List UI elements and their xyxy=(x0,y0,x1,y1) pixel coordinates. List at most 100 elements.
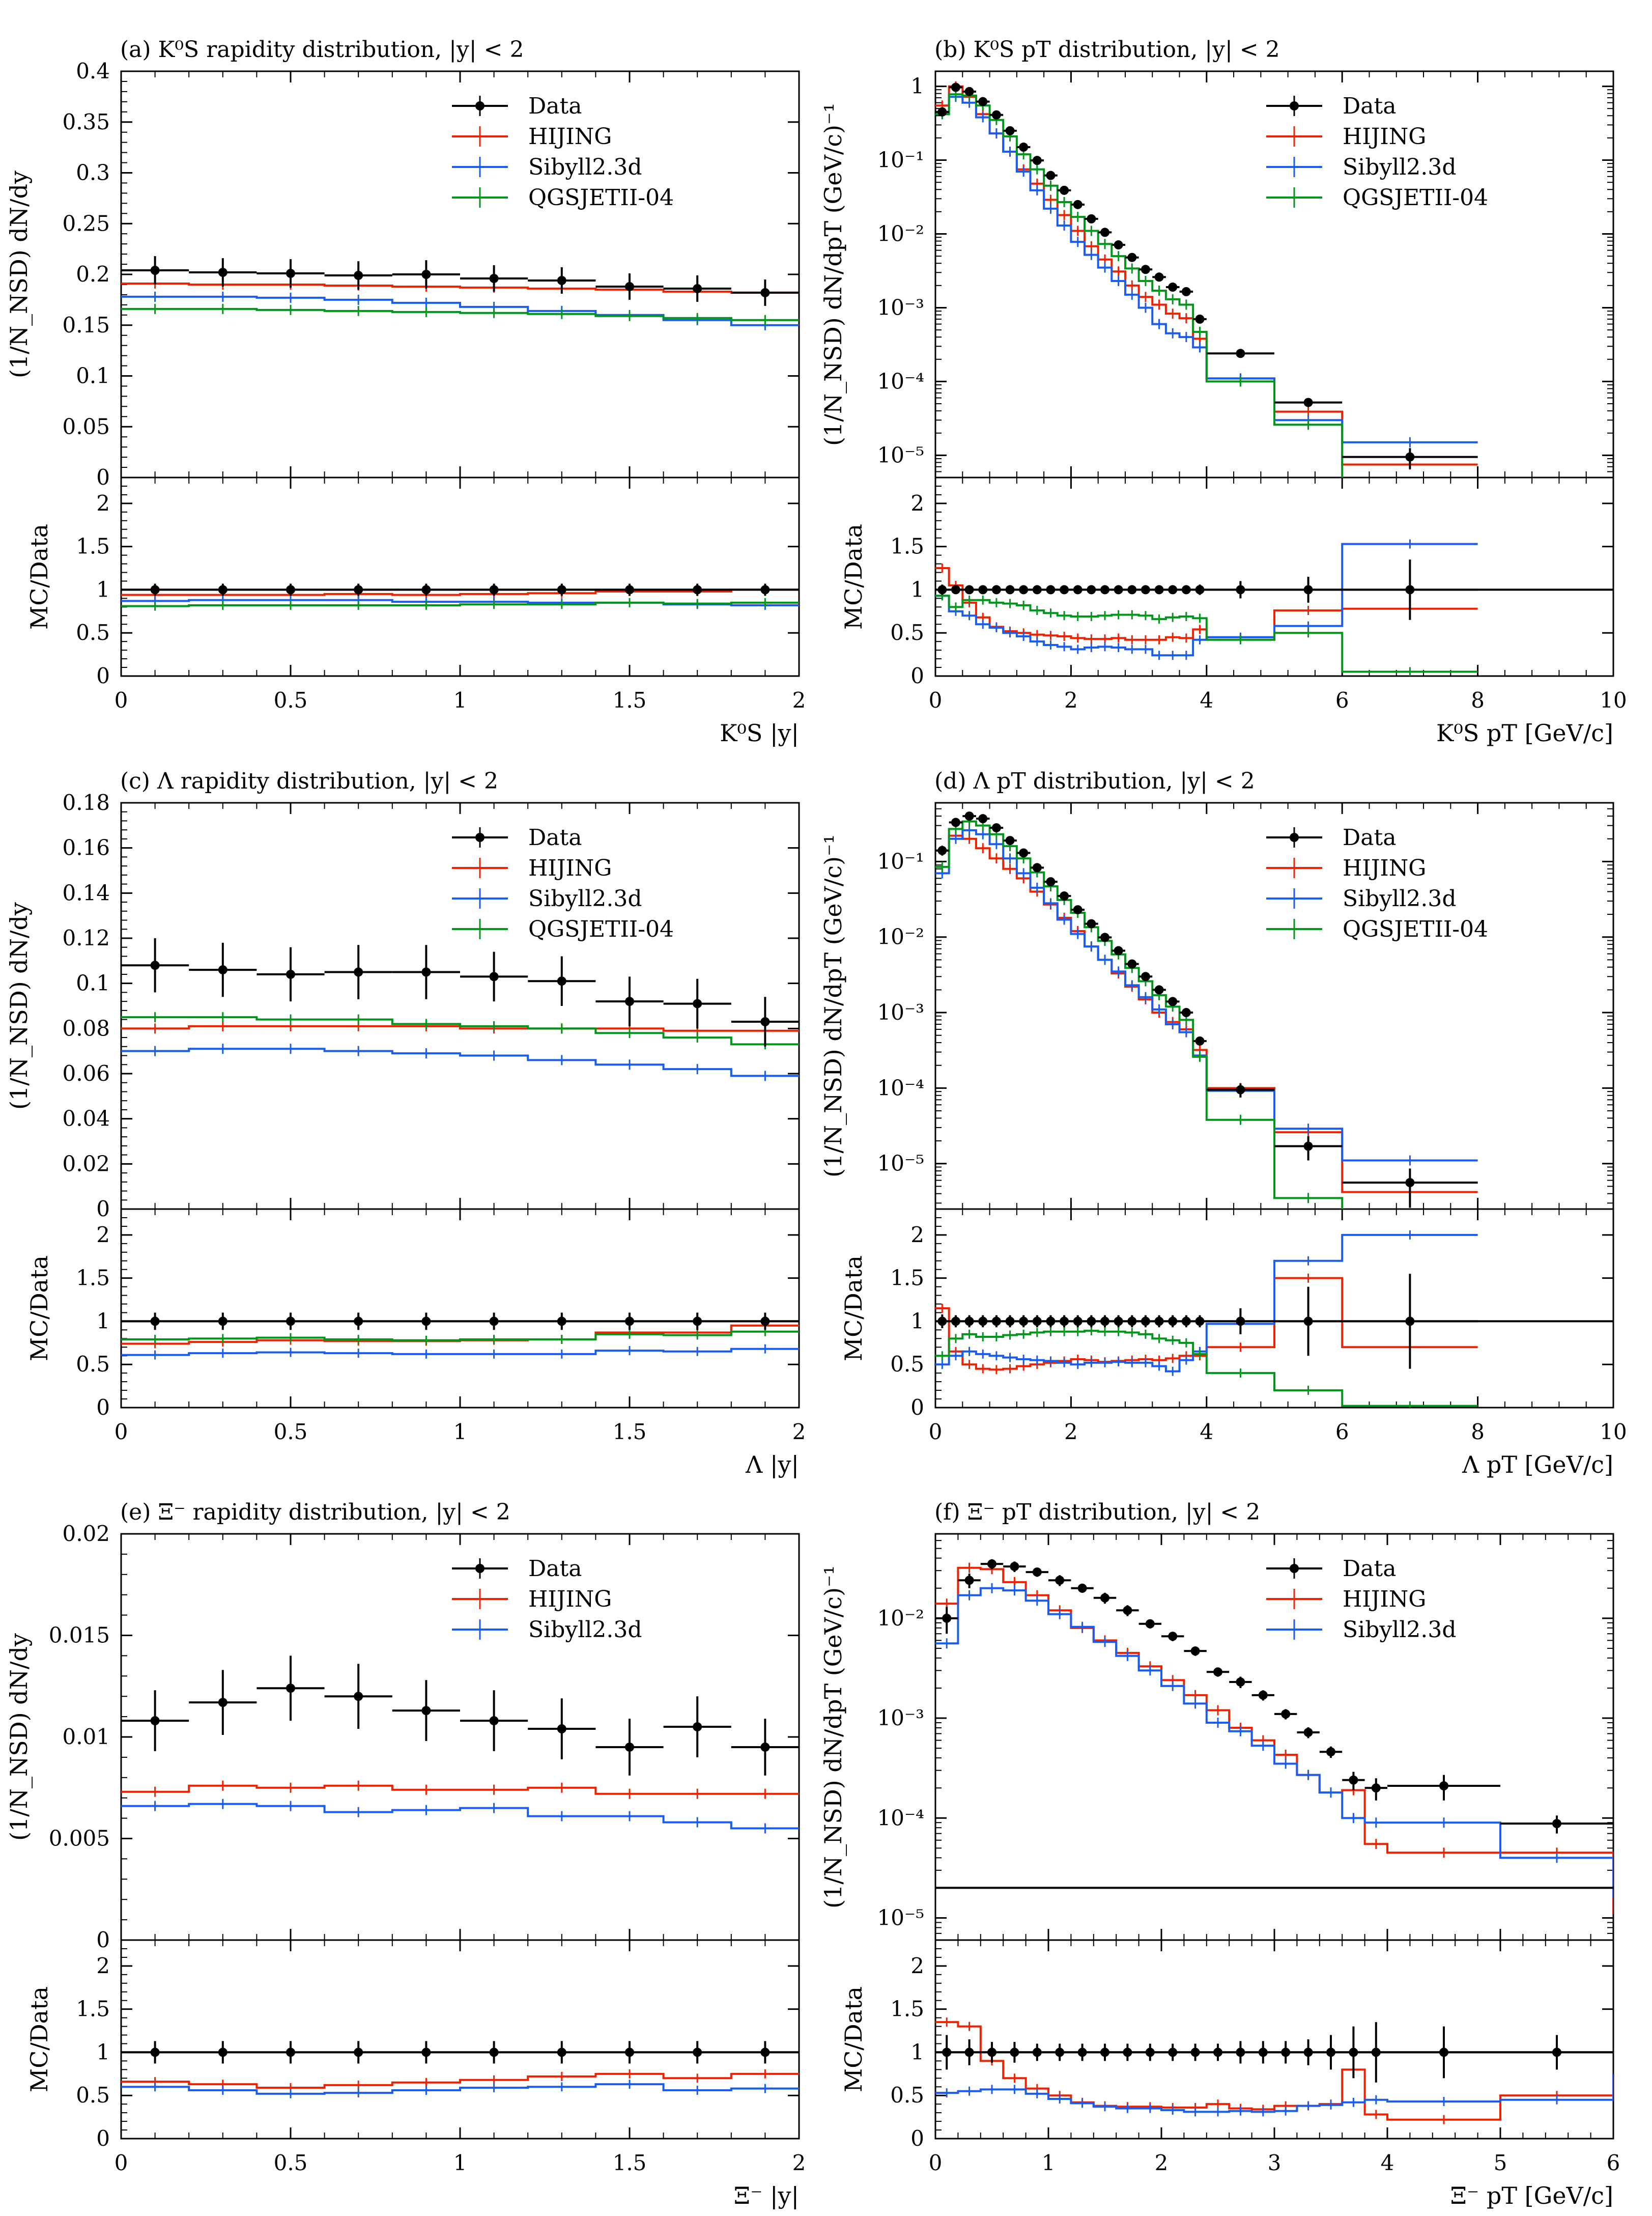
ratio-y-tick-label: 2 xyxy=(910,491,924,516)
panel-title: (d) Λ pT distribution, |y| < 2 xyxy=(934,768,1255,794)
data-point xyxy=(1303,1141,1313,1151)
data-point xyxy=(1087,214,1096,223)
data-point xyxy=(1154,272,1164,282)
data-point xyxy=(937,107,947,117)
ratio-data-point xyxy=(557,585,566,595)
legend-label-hijing: HIJING xyxy=(528,855,612,881)
ratio-data-point xyxy=(1060,1316,1069,1326)
ratio-data-point xyxy=(964,1316,974,1326)
ratio-data-point xyxy=(1405,1316,1415,1326)
x-tick-label: 6 xyxy=(1335,688,1349,713)
y-tick-label: 0.4 xyxy=(76,59,110,83)
x-tick-label: 1.5 xyxy=(613,1419,647,1444)
data-point xyxy=(0,1883,5,1892)
x-tick-label: 10 xyxy=(1600,688,1627,713)
data-point xyxy=(1141,972,1150,981)
y-tick-label: 0.25 xyxy=(62,211,110,236)
legend-marker-data xyxy=(475,833,485,842)
data-point xyxy=(1236,1085,1245,1095)
y-tick-label: 0.01 xyxy=(62,1724,110,1749)
data-point xyxy=(1326,1747,1335,1757)
x-tick-label: 0 xyxy=(115,688,128,713)
data-point xyxy=(951,818,960,827)
ratio-data-point xyxy=(1303,1316,1313,1326)
ratio-y-tick-label: 0.5 xyxy=(890,1352,924,1377)
ratio-data-point xyxy=(489,585,499,595)
ratio-data-point xyxy=(218,585,227,595)
ratio-data-point xyxy=(991,585,1001,595)
data-point xyxy=(987,1559,996,1569)
y-tick-label: 0.015 xyxy=(49,1623,110,1648)
data-point xyxy=(964,1576,974,1585)
ratio-data-point xyxy=(421,1316,431,1326)
data-point xyxy=(489,273,499,283)
ratio-y-axis-label: MC/Data xyxy=(25,1255,53,1361)
x-tick-label: 10 xyxy=(1600,1419,1627,1444)
ratio-data-point xyxy=(1100,1316,1109,1326)
ratio-hijing xyxy=(935,567,1478,641)
ratio-y-tick-label: 1.5 xyxy=(890,534,924,559)
data-point xyxy=(1073,200,1083,209)
ratio-data-point xyxy=(1114,1316,1123,1326)
panel-title: (e) Ξ⁻ rapidity distribution, |y| < 2 xyxy=(120,1499,510,1525)
y-tick-label: 10⁻³ xyxy=(877,1000,924,1025)
y-axis-label: (1/N_NSD) dN/dy xyxy=(5,1633,33,1841)
y-tick-label: 10⁻⁴ xyxy=(877,1805,924,1830)
data-point xyxy=(1019,143,1029,152)
legend-label-data: Data xyxy=(528,825,582,851)
hist-hijing xyxy=(121,282,799,294)
ratio-qgs xyxy=(121,1330,799,1341)
ratio-data-point xyxy=(150,1316,160,1326)
y-axis-label: (1/N_NSD) dN/dy xyxy=(5,902,33,1110)
ratio-hijing xyxy=(935,1277,1478,1371)
ratio-y-tick-label: 0.5 xyxy=(76,620,110,645)
ratio-data-point xyxy=(1236,585,1245,595)
y-tick-label: 10⁻¹ xyxy=(877,849,924,874)
ratio-data-point xyxy=(625,585,634,595)
y-tick-label: 10⁻⁴ xyxy=(877,369,924,394)
data-point xyxy=(625,1742,634,1752)
ratio-data-point xyxy=(1046,585,1056,595)
ratio-data-point xyxy=(760,1316,770,1326)
ratio-data-point xyxy=(1195,585,1205,595)
ratio-data-point xyxy=(557,2047,566,2057)
y-axis-label: (1/N_NSD) dN/dy xyxy=(5,171,33,378)
ratio-data-point xyxy=(937,1316,947,1326)
data-point xyxy=(218,1698,227,1707)
ratio-y-tick-label: 1.5 xyxy=(76,1266,110,1291)
panel-f: (f) Ξ⁻ pT distribution, |y| < 2 10⁻⁵ 10⁻⁴ 1… xyxy=(0,1499,1620,2209)
ratio-y-axis-label: MC/Data xyxy=(25,1986,53,2092)
y-tick-label: 1 xyxy=(910,74,924,99)
data-point xyxy=(1032,1567,1042,1577)
data-point xyxy=(978,97,988,106)
x-axis-label: K⁰S |y| xyxy=(720,719,799,747)
ratio-data-point xyxy=(951,1316,960,1326)
ratio-data-point xyxy=(1154,1316,1164,1326)
ratio-y-tick-label: 1.5 xyxy=(890,1266,924,1291)
y-tick-label: 0.12 xyxy=(62,925,110,950)
y-tick-label: 0.3 xyxy=(76,160,110,185)
ratio-data-point xyxy=(937,585,947,595)
hist-qgs xyxy=(121,307,799,321)
legend-label-data: Data xyxy=(528,93,582,119)
panel-d: (d) Λ pT distribution, |y| < 210⁻⁵10⁻⁴10… xyxy=(819,768,1627,1478)
legend-label-qgs: QGSJETII-04 xyxy=(528,185,674,211)
ratio-y-tick-label: 0.5 xyxy=(890,620,924,645)
y-tick-label: 0 xyxy=(96,1196,110,1221)
data-point xyxy=(760,1742,770,1752)
ratio-data-point xyxy=(1019,585,1029,595)
data-point xyxy=(1168,997,1178,1006)
data-point xyxy=(1127,959,1137,969)
panel-b: (b) K⁰S pT distribution, |y| < 2 10⁻⁵ 10⁻⁴… xyxy=(819,37,1627,747)
ratio-data-point xyxy=(489,2047,499,2057)
panel-a: (a) K⁰S rapidity distribution, |y| < 200… xyxy=(5,37,806,747)
ratio-y-tick-label: 1 xyxy=(96,577,110,602)
ratio-data-point xyxy=(1032,1316,1042,1326)
ratio-data-point xyxy=(625,2047,634,2057)
ratio-frame xyxy=(120,476,800,677)
data-point xyxy=(354,270,363,280)
y-tick-label: 0.04 xyxy=(62,1106,110,1131)
data-point xyxy=(1439,1781,1448,1791)
ratio-data-point xyxy=(1073,1316,1083,1326)
data-point xyxy=(1060,891,1069,901)
